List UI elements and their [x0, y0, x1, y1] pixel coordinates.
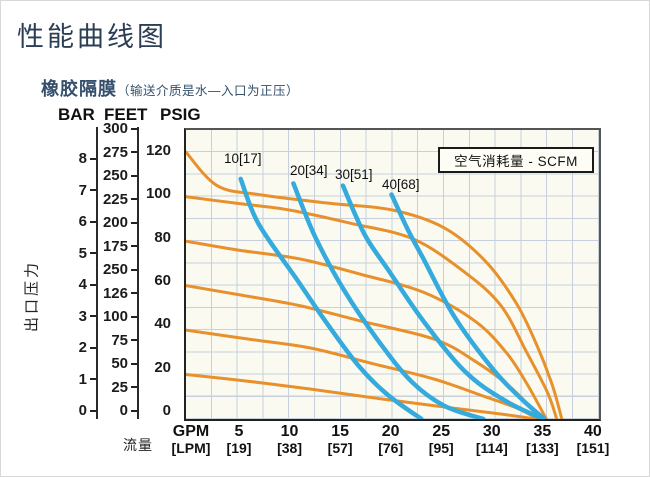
x-axis-ticks: 5 [19] 10 [38] 15 [57] 20 [76] 25 [95]: [214, 423, 618, 456]
x-tick: 15 [57]: [327, 423, 353, 456]
tick-mark: [131, 386, 138, 388]
feet-tick: 275: [98, 145, 138, 160]
psig-tick: 100: [145, 185, 171, 203]
air-curve-label-30: 30[51]: [335, 167, 373, 182]
tick-mark: [131, 245, 138, 247]
feet-tick: 50: [98, 356, 138, 371]
pump-performance-curve: [186, 195, 559, 419]
feet-tick: 250: [98, 168, 138, 183]
tick-mark: [90, 157, 97, 160]
x-axis-units: GPM [LPM]: [163, 423, 219, 456]
bar-tick: 5: [51, 246, 97, 261]
x-tick: 20 [76]: [378, 423, 404, 456]
air-consumption-curve: [238, 176, 424, 419]
pump-performance-curve: [186, 150, 564, 419]
feet-axis-line: [137, 127, 139, 419]
tick-mark: [90, 283, 97, 286]
tick-mark: [90, 252, 97, 254]
air-consumption-curve: [291, 181, 486, 419]
tick-mark: [131, 221, 138, 224]
tick-mark: [131, 362, 138, 365]
air-consumption-curve: [340, 183, 546, 419]
feet-tick: 175: [98, 239, 138, 254]
tick-mark: [131, 127, 138, 130]
bar-tick: 3: [51, 309, 97, 324]
air-curve-label-10: 10[17]: [224, 151, 262, 166]
bar-tick: 7: [51, 183, 97, 198]
x-tick: 10 [38]: [277, 423, 303, 456]
pump-performance-curve: [186, 373, 538, 419]
psig-tick: 120: [145, 142, 171, 159]
psig-scale-ticks: 120 100 80 60 40 20 0: [141, 143, 171, 418]
psig-tick: 60: [154, 271, 171, 289]
tick-mark: [131, 292, 138, 294]
psig-tick: 20: [154, 358, 171, 376]
page-title: 性能曲线图: [17, 22, 167, 53]
x-unit-primary: GPM: [172, 423, 210, 440]
tick-mark: [90, 189, 97, 191]
bar-tick: 6: [51, 214, 97, 229]
tick-mark: [131, 315, 138, 318]
x-tick: 30 [114]: [475, 423, 508, 456]
tick-mark: [90, 409, 97, 412]
bar-scale-ticks: 8 7 6 5 4 3 2 1 0: [51, 151, 97, 418]
feet-scale-ticks: 300 275 250 225 200 175 250 126 100 75 50 25 0: [98, 121, 138, 418]
x-tick: 35 [133]: [526, 423, 559, 456]
pump-performance-curve: [186, 328, 540, 419]
feet-tick: 250: [98, 262, 138, 277]
feet-tick: 200: [98, 215, 138, 230]
bar-tick: 4: [51, 277, 97, 292]
psig-tick: 80: [154, 228, 171, 246]
x-tick: 40 [151]: [576, 423, 610, 456]
plot-area: 10[17] 20[34] 30[51] 40[68] 空气消耗量 - SCFM: [184, 128, 601, 421]
psig-tick: 40: [154, 315, 171, 333]
air-consumption-curve: [389, 192, 547, 419]
tick-mark: [90, 220, 97, 223]
tick-mark: [90, 346, 97, 349]
bar-tick: 8: [51, 151, 97, 166]
bar-axis-line: [96, 127, 98, 419]
tick-mark: [131, 174, 138, 177]
feet-tick: 300: [98, 121, 138, 136]
bar-tick: 1: [51, 372, 97, 387]
x-unit-secondary: [LPM]: [171, 440, 211, 456]
diaphragm-type-label: 橡胶隔膜: [41, 79, 117, 99]
tick-mark: [131, 151, 138, 153]
feet-tick: 100: [98, 309, 138, 324]
feet-tick: 225: [98, 192, 138, 207]
tick-mark: [131, 198, 138, 200]
y-axis-title: 出口压力: [23, 259, 41, 333]
legend-label: 空气消耗量 - SCFM: [454, 154, 578, 169]
x-tick: 5 [19]: [226, 423, 252, 456]
tick-mark: [90, 378, 97, 380]
feet-tick: 0: [98, 403, 138, 418]
medium-note: （输送介质是水—入口为正压）: [117, 84, 300, 98]
bar-scale-header: BAR: [58, 105, 95, 124]
tick-mark: [131, 409, 138, 412]
air-curve-label-20: 20[34]: [290, 163, 328, 178]
tick-mark: [131, 339, 138, 341]
pump-performance-curve: [186, 239, 548, 419]
bar-tick: 2: [51, 340, 97, 355]
air-curve-label-40: 40[68]: [382, 177, 420, 192]
legend-box: 空气消耗量 - SCFM: [438, 147, 594, 173]
feet-tick: 25: [98, 380, 138, 395]
tick-mark: [131, 268, 138, 271]
feet-tick: 75: [98, 333, 138, 348]
feet-scale-header: FEET: [104, 105, 148, 124]
tick-mark: [90, 315, 97, 317]
x-axis-title: 流量: [123, 437, 153, 453]
psig-tick: 0: [162, 401, 171, 419]
bar-tick: 0: [51, 403, 97, 418]
feet-tick: 126: [98, 286, 138, 301]
psig-scale-header: PSIG: [160, 105, 201, 124]
x-tick: 25 [95]: [428, 423, 454, 456]
chart-subtitle: 橡胶隔膜（输送介质是水—入口为正压）: [41, 75, 299, 101]
curves-svg: [186, 150, 564, 419]
